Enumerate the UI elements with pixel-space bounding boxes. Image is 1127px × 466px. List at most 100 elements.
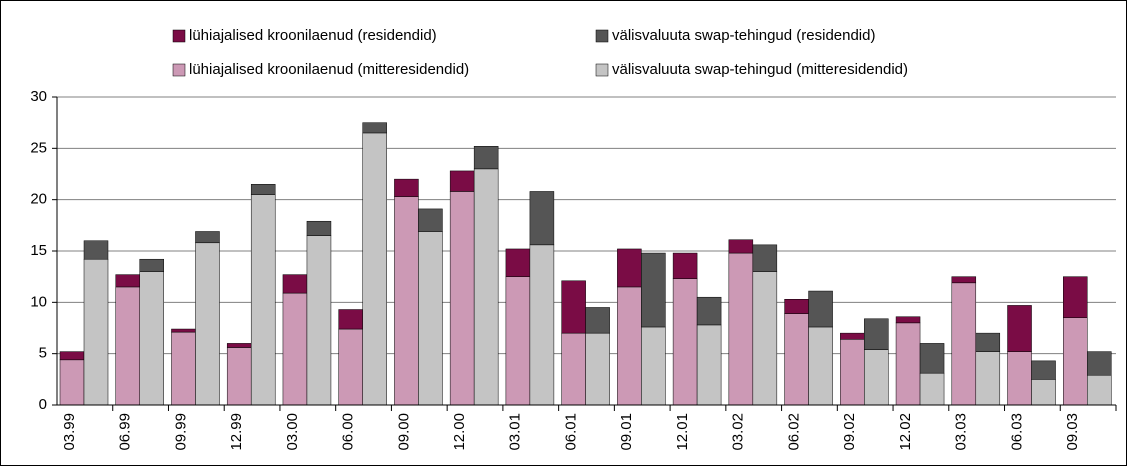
bar-segment [282,274,308,294]
bar-segment [226,347,252,406]
x-tick-label: 09.02 [841,413,858,451]
bar-segment [139,258,164,272]
bar-segment [505,248,531,277]
bar-segment [418,231,443,406]
bar-segment [808,290,833,328]
bar-segment [641,326,666,406]
bar-segment [864,349,889,406]
legend-swatch [172,63,186,77]
x-tick-label: 09.01 [618,413,635,451]
x-tick-label: 06.99 [117,413,134,451]
legend-label: välisvaluuta swap-tehingud (residendid) [612,27,875,44]
bar-segment [195,231,220,244]
bar-segment [895,322,921,406]
bar-segment [840,339,865,406]
bar-segment [561,332,586,406]
bar-segment [250,184,276,195]
bar-segment [975,351,1001,406]
legend-swatch [172,29,186,43]
bar-segment [59,359,85,406]
x-tick-label: 03.03 [953,413,970,451]
bar-segment [864,318,889,350]
y-tick-label: 30 [30,88,47,105]
bar-segment [975,332,1001,352]
bar-segment [696,296,722,326]
x-tick-label: 03.99 [61,413,78,451]
bar-segment [784,299,809,314]
bar-segment [115,274,140,288]
bar-segment [362,122,387,134]
bar-segment [115,286,140,406]
bar-segment [808,326,833,406]
bar-segment [338,328,363,406]
bar-segment [951,282,977,406]
bar-segment [617,286,642,406]
bar-segment [83,240,109,260]
bar-segment [505,276,531,406]
y-tick-label: 15 [30,242,47,259]
bar-segment [728,239,754,254]
bar-segment [672,278,698,406]
bar-segment [1063,276,1088,318]
bar-segment [83,258,109,406]
y-tick-label: 5 [39,345,47,362]
bar-segment [919,343,945,374]
bar-segment [171,328,196,333]
x-tick-label: 09.00 [395,413,412,451]
y-tick-label: 25 [30,139,47,156]
bar-segment [895,316,921,324]
x-tick-label: 09.03 [1064,413,1081,451]
bar-segment [1087,351,1112,376]
bar-segment [473,168,499,406]
bar-segment [449,170,475,192]
bar-segment [250,194,276,406]
bar-segment [306,220,332,236]
bar-segment [394,196,419,406]
legend-label: lühiajalised kroonilaenud (mitteresidend… [189,61,469,78]
bar-segment [394,178,419,197]
bar-segment [282,292,308,406]
bar-segment [171,331,196,406]
legend-label: lühiajalised kroonilaenud (residendid) [189,27,437,44]
bar-segment [418,208,443,232]
bar-segment [1063,317,1088,406]
x-tick-label: 12.00 [451,413,468,451]
bar-segment [696,324,722,406]
x-tick-label: 09.99 [172,413,189,451]
x-tick-label: 03.02 [730,413,747,451]
bar-segment [1031,360,1056,380]
bar-segment [362,132,387,406]
bar-segment [951,276,977,284]
bar-segment [585,332,610,406]
legend-swatch [595,63,609,77]
x-tick-label: 06.02 [785,413,802,451]
bar-segment [784,313,809,406]
x-tick-label: 06.03 [1008,413,1025,451]
x-tick-label: 12.01 [674,413,691,451]
bar-segment [561,280,586,334]
bar-segment [1031,379,1056,406]
bar-segment [139,271,164,406]
bar-segment [1007,351,1032,406]
bar-segment [195,242,220,406]
bar-segment [338,309,363,330]
bar-segment [641,252,666,328]
legend-swatch [595,29,609,43]
x-tick-label: 12.02 [897,413,914,451]
bar-segment [449,191,475,406]
x-tick-label: 12.99 [228,413,245,451]
bar-segment [585,307,610,334]
y-tick-label: 10 [30,293,47,310]
bar-segment [752,271,778,406]
legend-label: välisvaluuta swap-tehingud (mitteresiden… [612,61,908,78]
bar-segment [840,332,865,340]
bar-segment [529,244,555,406]
bar-segment [752,244,778,272]
bar-segment [1087,374,1112,406]
bar-segment [306,235,332,406]
x-tick-label: 03.01 [507,413,524,451]
bar-segment [529,191,555,246]
bar-segment [919,372,945,406]
y-tick-label: 20 [30,191,47,208]
